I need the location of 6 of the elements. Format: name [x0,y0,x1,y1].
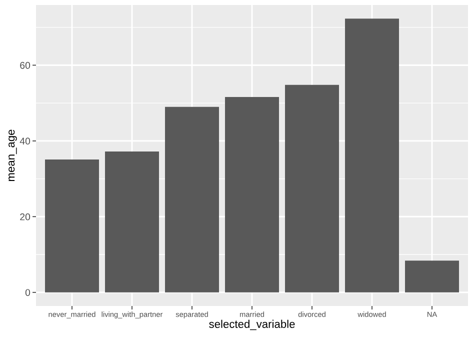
y-tick-label: 40 [20,138,30,145]
x-axis-title: selected_variable [209,320,295,330]
y-tick-label: 60 [20,62,30,69]
y-axis-title: mean_age [8,130,17,182]
y-tick-label: 0 [25,289,30,296]
y-tick-label: 20 [20,213,30,220]
